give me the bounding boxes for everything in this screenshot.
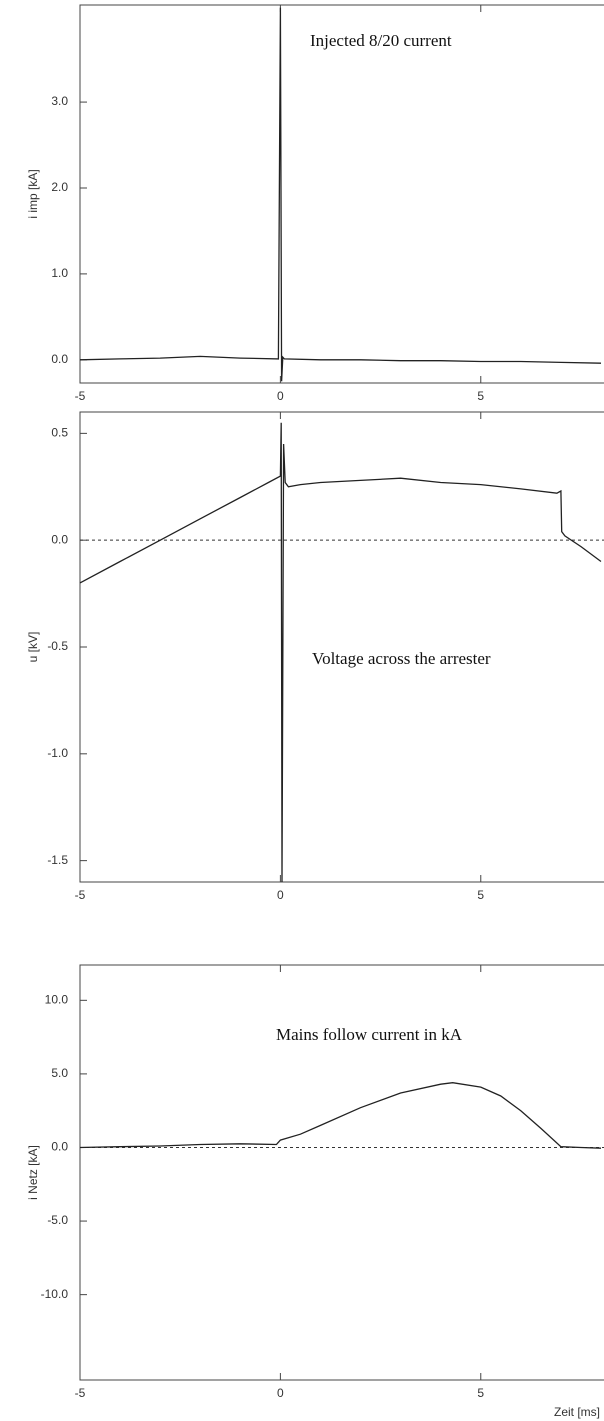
x-tick-label: 5 xyxy=(477,1386,484,1400)
data-line xyxy=(79,422,602,883)
y-tick-label: 3.0 xyxy=(51,94,68,108)
x-tick-label: 0 xyxy=(277,888,284,902)
y-tick-label: -5.0 xyxy=(47,1213,68,1227)
annotation: Voltage across the arrester xyxy=(312,649,491,668)
y-tick-label: 0.0 xyxy=(51,352,68,366)
y-axis-label: u [kV] xyxy=(26,632,40,663)
y-tick-label: 0.0 xyxy=(51,532,68,546)
y-tick-label: 5.0 xyxy=(51,1066,68,1080)
y-tick-label: -10.0 xyxy=(41,1287,69,1301)
plot-frame xyxy=(79,411,604,883)
y-tick-label: -0.5 xyxy=(47,639,68,653)
y-tick-label: 10.0 xyxy=(45,992,69,1006)
annotation: Mains follow current in kA xyxy=(276,1025,463,1044)
y-tick-label: 1.0 xyxy=(51,266,68,280)
plot-frame xyxy=(79,964,604,1381)
annotation: Injected 8/20 current xyxy=(310,31,452,50)
x-tick-label: -5 xyxy=(75,1386,86,1400)
y-axis-label: i Netz [kA] xyxy=(26,1145,40,1200)
x-tick-label: 0 xyxy=(277,389,284,403)
x-tick-label: 5 xyxy=(477,888,484,902)
x-axis-label: Zeit [ms] xyxy=(554,1405,600,1419)
x-tick-label: -5 xyxy=(75,888,86,902)
y-tick-label: -1.5 xyxy=(47,853,68,867)
x-tick-label: 5 xyxy=(477,389,484,403)
y-tick-label: 0.0 xyxy=(51,1140,68,1154)
data-line xyxy=(79,7,602,382)
y-axis-label: i imp [kA] xyxy=(26,169,40,218)
y-tick-label: -1.0 xyxy=(47,746,68,760)
x-tick-label: -5 xyxy=(75,389,86,403)
y-tick-label: 2.0 xyxy=(51,180,68,194)
data-line xyxy=(79,1082,602,1149)
plot-frame xyxy=(79,4,604,384)
y-tick-label: 0.5 xyxy=(51,426,68,440)
x-tick-label: 0 xyxy=(277,1386,284,1400)
